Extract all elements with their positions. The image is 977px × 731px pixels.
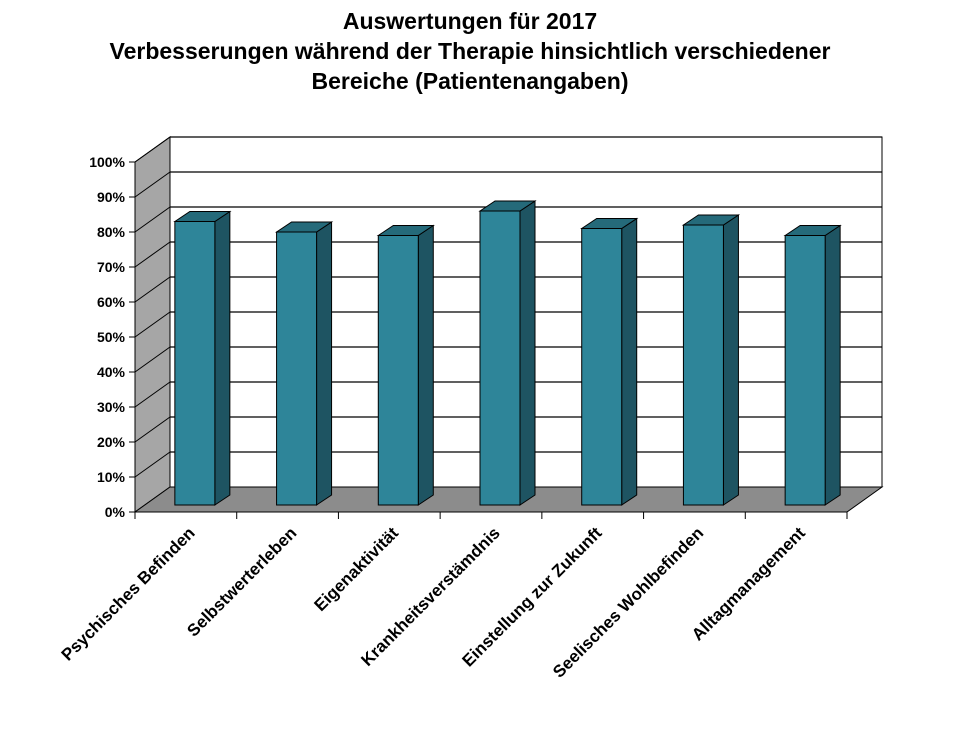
- bar-side: [214, 210, 231, 506]
- bar-side: [621, 217, 638, 506]
- y-tick-label: 90%: [97, 189, 126, 205]
- gridline-side: [134, 206, 171, 233]
- bar: [580, 217, 639, 506]
- bar: [681, 214, 741, 506]
- bar-side: [722, 214, 739, 506]
- gridline-side: [134, 381, 171, 408]
- gridline-side: [134, 136, 171, 163]
- bar-side: [417, 224, 434, 506]
- chart-title-block: Auswertungen für 2017 Verbesserungen wäh…: [0, 6, 940, 96]
- bar-front: [784, 235, 826, 506]
- y-tick-label: 100%: [89, 154, 125, 170]
- bar: [783, 224, 842, 506]
- bar-side: [824, 224, 841, 506]
- gridline-side: [134, 346, 171, 373]
- bar: [274, 221, 334, 506]
- y-tick-label: 50%: [97, 329, 126, 345]
- x-category-label: Selbstwerterleben: [183, 523, 300, 640]
- y-tick-label: 60%: [97, 294, 126, 310]
- bar-front: [377, 235, 419, 506]
- bar: [376, 224, 435, 506]
- gridline-side: [134, 451, 171, 478]
- bars: [173, 200, 842, 506]
- bar-front: [276, 231, 318, 506]
- gridline-side: [134, 241, 171, 268]
- bar-front: [479, 210, 521, 506]
- y-tick-label: 20%: [97, 434, 126, 450]
- x-category-label: Psychisches Befinden: [58, 523, 199, 664]
- bar: [173, 210, 232, 506]
- bar-front: [581, 228, 623, 506]
- bar-side: [316, 221, 333, 506]
- y-tick-label: 10%: [97, 469, 126, 485]
- gridline-side: [134, 311, 171, 338]
- y-tick-label: 80%: [97, 224, 126, 240]
- bar: [478, 200, 537, 506]
- x-category-label: Eigenaktivität: [311, 523, 403, 615]
- y-tick-label: 0%: [105, 504, 126, 520]
- chart-subtitle-line-1: Verbesserungen während der Therapie hins…: [109, 38, 831, 64]
- bar-front: [682, 224, 724, 506]
- chart-subtitle-line-2: Bereiche (Patientenangaben): [311, 68, 629, 94]
- y-tick-label: 40%: [97, 364, 126, 380]
- x-category-label: Alltagmanagement: [688, 523, 809, 644]
- gridline-side: [134, 276, 171, 303]
- y-tick-label: 30%: [97, 399, 126, 415]
- chart-title: Auswertungen für 2017: [342, 8, 598, 34]
- axes: [129, 161, 848, 519]
- y-tick-label: 70%: [97, 259, 126, 275]
- bar-side: [519, 200, 536, 506]
- bar-front: [174, 221, 216, 506]
- gridline-side: [134, 171, 171, 198]
- gridline-side: [134, 416, 171, 443]
